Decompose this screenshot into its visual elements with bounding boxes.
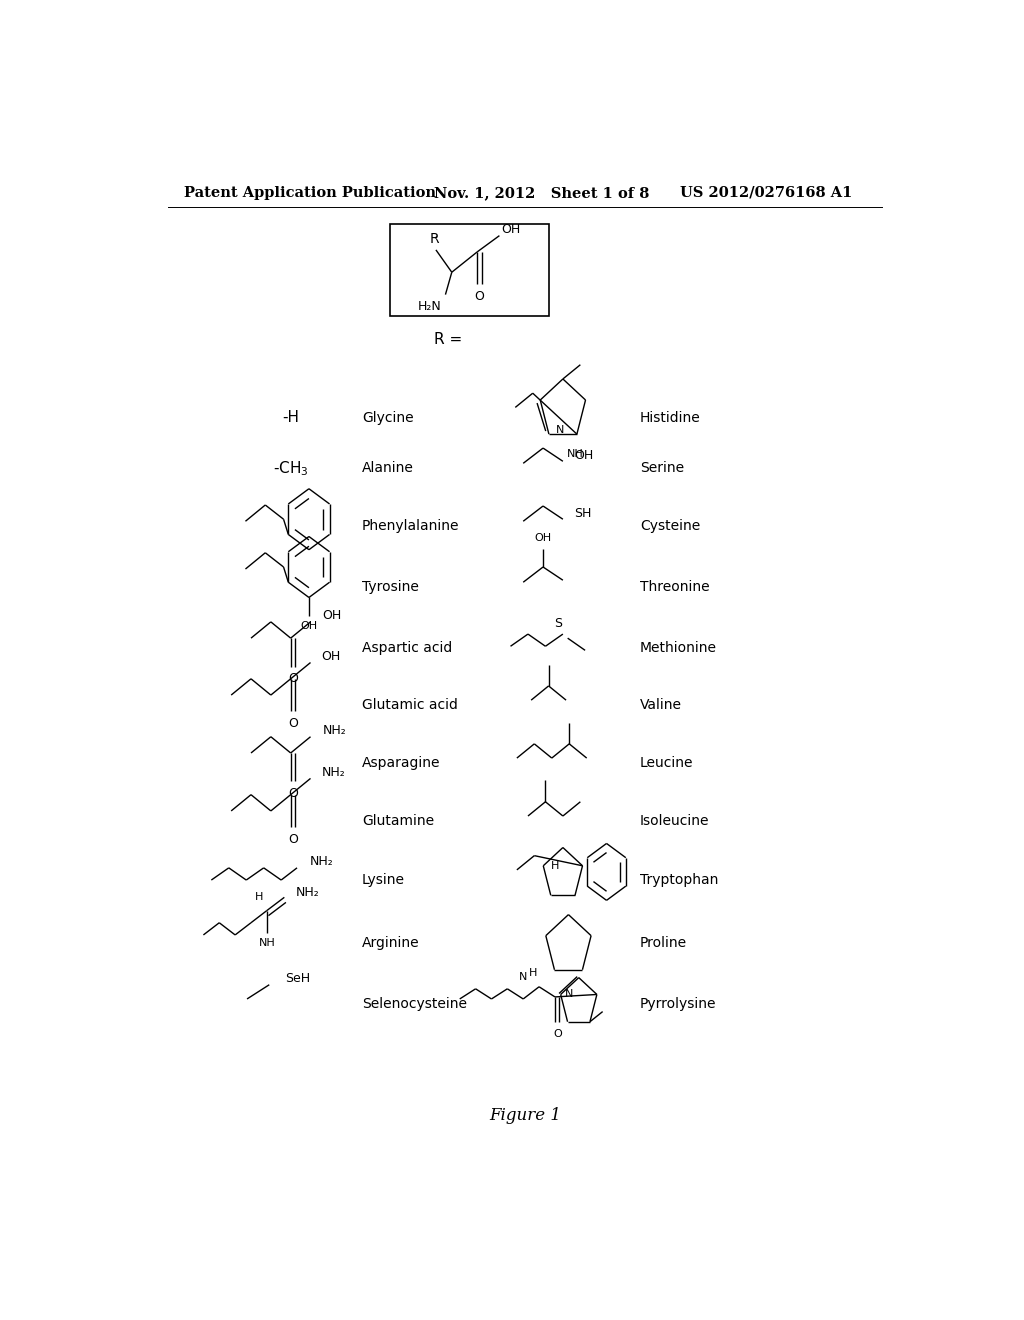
Text: NH₂: NH₂ <box>296 886 319 899</box>
Text: NH₂: NH₂ <box>309 855 334 869</box>
Text: Arginine: Arginine <box>362 936 420 950</box>
Text: Glutamic acid: Glutamic acid <box>362 698 458 713</box>
Text: Proline: Proline <box>640 936 687 950</box>
Text: SeH: SeH <box>285 972 310 985</box>
Text: Glycine: Glycine <box>362 411 414 425</box>
Text: Aspartic acid: Aspartic acid <box>362 642 453 655</box>
Text: Pyrrolysine: Pyrrolysine <box>640 997 717 1011</box>
Text: Leucine: Leucine <box>640 756 693 770</box>
Text: -CH$_3$: -CH$_3$ <box>272 459 308 478</box>
Text: OH: OH <box>322 649 341 663</box>
Text: OH: OH <box>535 532 552 543</box>
Text: Histidine: Histidine <box>640 411 700 425</box>
Text: OH: OH <box>323 610 342 622</box>
Bar <box>390 224 549 315</box>
Text: N: N <box>556 425 564 436</box>
Text: O: O <box>288 833 298 846</box>
Text: N: N <box>519 972 527 982</box>
Text: R: R <box>429 232 439 246</box>
Text: OH: OH <box>300 620 317 631</box>
Text: NH: NH <box>567 449 584 459</box>
Text: Selenocysteine: Selenocysteine <box>362 997 467 1011</box>
Text: O: O <box>288 672 298 685</box>
Text: Phenylalanine: Phenylalanine <box>362 519 460 533</box>
Text: Tryptophan: Tryptophan <box>640 873 718 887</box>
Text: N: N <box>564 990 572 999</box>
Text: NH₂: NH₂ <box>322 766 345 779</box>
Text: Tyrosine: Tyrosine <box>362 581 419 594</box>
Text: R =: R = <box>433 331 462 347</box>
Text: Nov. 1, 2012   Sheet 1 of 8: Nov. 1, 2012 Sheet 1 of 8 <box>433 186 649 199</box>
Text: OH: OH <box>501 223 520 236</box>
Text: Isoleucine: Isoleucine <box>640 814 710 828</box>
Text: H: H <box>528 968 537 978</box>
Text: H₂N: H₂N <box>418 300 441 313</box>
Text: Threonine: Threonine <box>640 581 710 594</box>
Text: OH: OH <box>574 449 593 462</box>
Text: Serine: Serine <box>640 462 684 475</box>
Text: Valine: Valine <box>640 698 682 713</box>
Text: NH₂: NH₂ <box>323 725 346 737</box>
Text: Asparagine: Asparagine <box>362 756 440 770</box>
Text: -H: -H <box>283 411 299 425</box>
Text: Patent Application Publication: Patent Application Publication <box>183 186 435 199</box>
Text: O: O <box>288 717 298 730</box>
Text: Figure 1: Figure 1 <box>488 1107 561 1125</box>
Text: US 2012/0276168 A1: US 2012/0276168 A1 <box>680 186 852 199</box>
Text: H: H <box>551 861 559 871</box>
Text: NH: NH <box>258 939 275 948</box>
Text: Alanine: Alanine <box>362 462 414 475</box>
Text: Glutamine: Glutamine <box>362 814 434 828</box>
Text: S: S <box>554 618 562 631</box>
Text: SH: SH <box>574 507 592 520</box>
Text: Cysteine: Cysteine <box>640 519 700 533</box>
Text: Lysine: Lysine <box>362 873 406 887</box>
Text: Methionine: Methionine <box>640 642 717 655</box>
Text: O: O <box>288 787 298 800</box>
Text: O: O <box>553 1028 562 1039</box>
Text: H: H <box>255 892 263 903</box>
Text: O: O <box>475 290 484 304</box>
